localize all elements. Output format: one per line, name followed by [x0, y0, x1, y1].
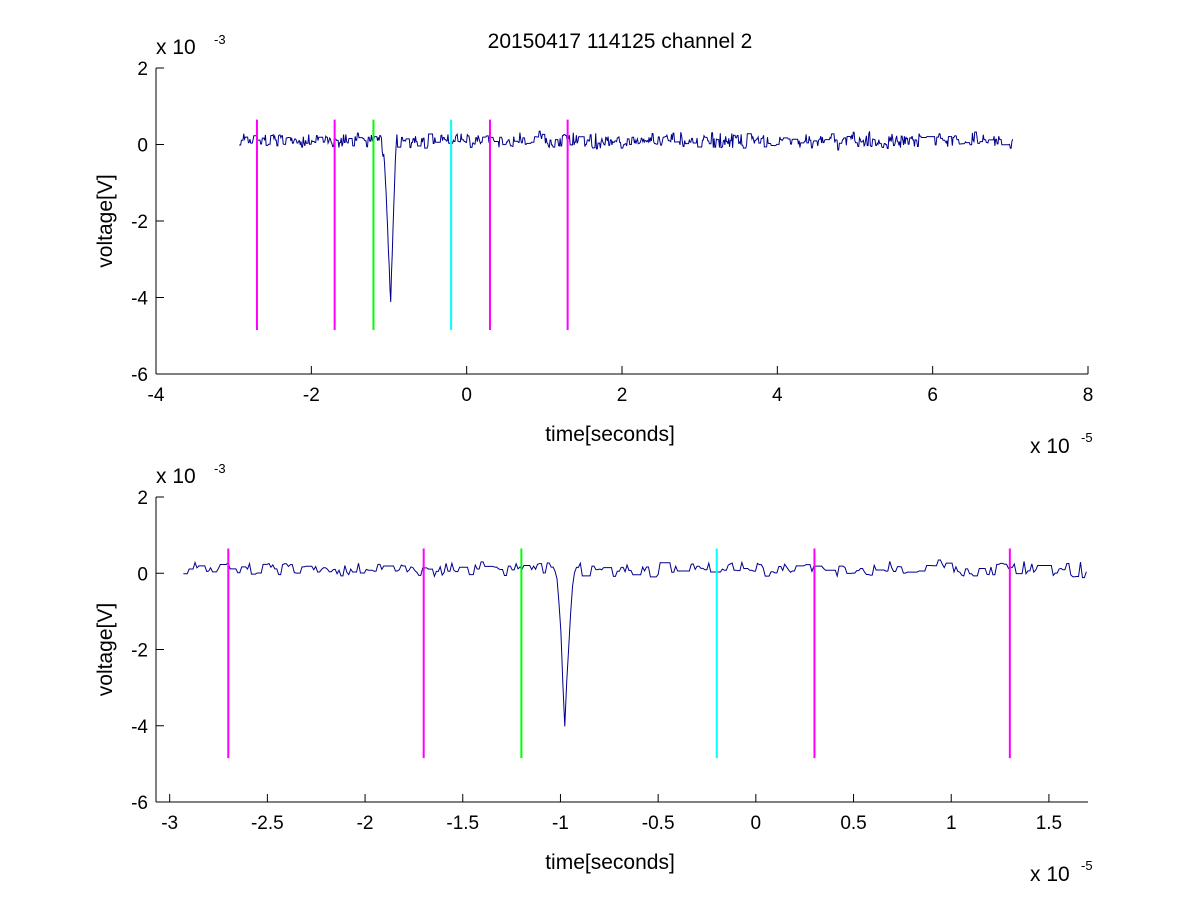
x-tick-label: 4 [772, 385, 783, 406]
signal-trace [183, 559, 1087, 727]
y-tick-label: -6 [131, 365, 148, 386]
signal-trace [239, 130, 1014, 303]
x-tick-label: -2 [357, 813, 374, 834]
y-tick-label: -4 [131, 717, 148, 738]
x-exponent-power: -5 [1081, 858, 1093, 873]
x-tick-label: -1 [552, 813, 569, 834]
x-tick-label: 6 [927, 385, 938, 406]
x-tick-label: 0 [751, 813, 762, 834]
y-tick-label: -2 [131, 212, 148, 233]
y-tick-label: -4 [131, 289, 148, 310]
y-tick-label: 0 [137, 136, 148, 157]
y-exponent-power: -3 [214, 461, 226, 476]
y-tick-label: 2 [137, 59, 148, 80]
x-tick-label: -0.5 [642, 813, 675, 834]
chart-2: -3 -2.5 -2 -1.5 -1 -0.5 0 0.5 1 1.5 -6 -4 -2 0 2 time[s… [94, 461, 1093, 886]
x-axis-label: time[seconds] [545, 423, 675, 446]
y-axis-label: voltage[V] [94, 174, 117, 267]
chart-1: -4 -2 0 2 4 6 8-6-4-202time[seconds]voltage[V]… [94, 32, 1093, 458]
figure-title: 20150417 114125 channel 2 [488, 30, 753, 53]
y-tick-label: 2 [137, 488, 148, 509]
x-exponent-power: -5 [1081, 430, 1093, 445]
x-axis-label: time[seconds] [545, 851, 675, 874]
x-tick-label: 8 [1083, 385, 1094, 406]
x-tick-label: -3 [161, 813, 178, 834]
x-tick-label: -2.5 [251, 813, 284, 834]
x-tick-label: 0.5 [840, 813, 866, 834]
y-exponent-base: x 10 [156, 36, 196, 59]
x-tick-label: -2 [303, 385, 320, 406]
x-exponent-base: x 10 [1030, 435, 1070, 458]
x-tick-label: 1.5 [1036, 813, 1062, 834]
x-tick-label: 1 [946, 813, 957, 834]
y-tick-label: -2 [131, 641, 148, 662]
plots-container: -4 -2 0 2 4 6 8-6-4-202time[seconds]voltage[V]… [94, 32, 1093, 886]
x-tick-label: 2 [617, 385, 628, 406]
y-axis-label: voltage[V] [94, 603, 117, 696]
y-exponent-power: -3 [214, 32, 226, 47]
y-tick-label: -6 [131, 793, 148, 814]
x-tick-label: -4 [148, 385, 165, 406]
x-tick-label: -1.5 [446, 813, 479, 834]
x-tick-label: 0 [461, 385, 472, 406]
x-exponent-base: x 10 [1030, 863, 1070, 886]
y-exponent-base: x 10 [156, 465, 196, 488]
y-tick-label: 0 [137, 564, 148, 585]
